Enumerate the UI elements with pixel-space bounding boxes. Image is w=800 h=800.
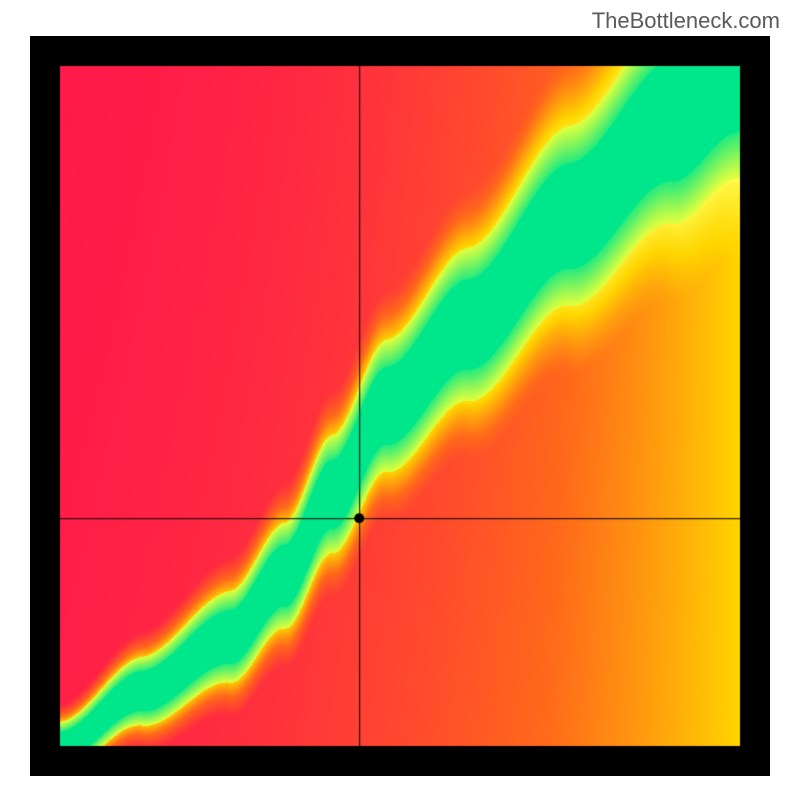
heatmap-canvas bbox=[30, 36, 770, 776]
chart-container: TheBottleneck.com bbox=[0, 0, 800, 800]
plot-area bbox=[30, 36, 770, 776]
watermark-text: TheBottleneck.com bbox=[592, 8, 780, 34]
